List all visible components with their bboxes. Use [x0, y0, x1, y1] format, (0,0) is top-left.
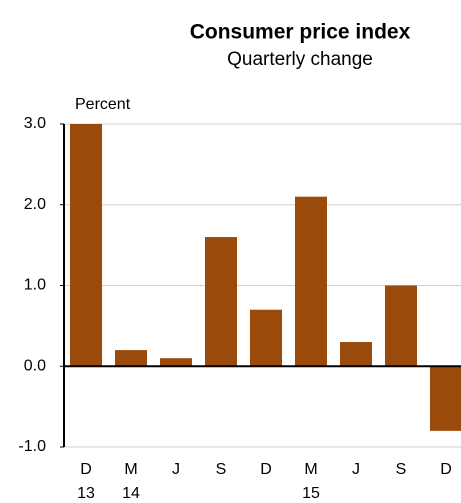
- x-tick-label: D: [80, 461, 92, 478]
- chart-title: Consumer price index: [190, 21, 411, 44]
- x-tick-year: 15: [302, 485, 320, 502]
- y-tick-label: 0.0: [24, 357, 46, 374]
- bar: [115, 350, 147, 367]
- y-tick-label: 2.0: [24, 196, 46, 213]
- y-tick-label: -1.0: [18, 438, 46, 455]
- x-tick-label: M: [304, 461, 317, 478]
- x-tick-year: 14: [122, 485, 140, 502]
- x-tick-year: 13: [77, 485, 95, 502]
- x-tick-label: D: [440, 461, 452, 478]
- bar: [340, 342, 372, 367]
- bar: [250, 309, 282, 367]
- x-tick-label: D: [260, 461, 272, 478]
- bar: [385, 285, 417, 367]
- x-tick-label: J: [352, 461, 360, 478]
- bar: [160, 358, 192, 367]
- bar: [430, 366, 461, 431]
- bar: [205, 237, 237, 367]
- x-tick-label: S: [216, 461, 227, 478]
- x-tick-label: M: [124, 461, 137, 478]
- y-tick-label: 3.0: [24, 115, 46, 132]
- chart-subtitle: Quarterly change: [227, 49, 373, 70]
- bar: [295, 196, 327, 367]
- bar: [70, 124, 102, 367]
- x-tick-label: J: [172, 461, 180, 478]
- y-unit-label: Percent: [75, 96, 131, 113]
- y-tick-label: 1.0: [24, 277, 46, 294]
- x-tick-label: S: [396, 461, 407, 478]
